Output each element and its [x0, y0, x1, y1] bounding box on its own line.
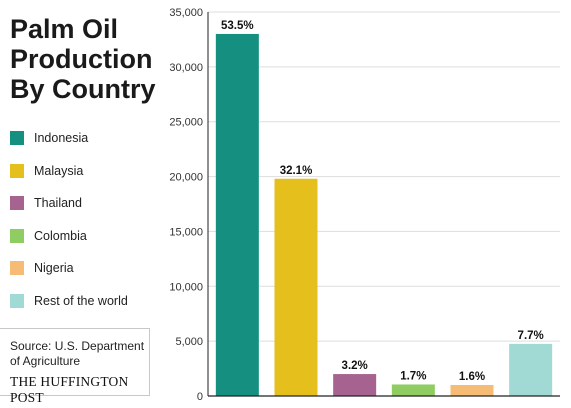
- source-line-2: of Agriculture: [10, 354, 81, 368]
- legend-label: Colombia: [34, 228, 87, 243]
- data-label: 32.1%: [280, 165, 313, 177]
- data-label: 7.7%: [518, 330, 544, 342]
- chart-title: Palm Oil Production By Country: [10, 14, 170, 104]
- bar-colombia: [391, 384, 435, 396]
- title-line-1: Palm Oil: [10, 14, 119, 44]
- legend-swatch: [10, 293, 24, 308]
- bar-indonesia: [215, 33, 259, 396]
- data-label: 1.7%: [400, 370, 426, 382]
- y-tick-label: 0: [197, 391, 203, 403]
- bar-rest-of-the-world: [509, 343, 553, 396]
- legend-label: Rest of the world: [34, 293, 128, 308]
- title-line-2: Production: [10, 44, 153, 74]
- y-tick-label: 30,000: [169, 62, 203, 74]
- y-tick-label: 20,000: [169, 172, 203, 184]
- legend-swatch: [10, 163, 24, 178]
- data-label: 3.2%: [342, 360, 368, 372]
- data-label: 53.5%: [221, 20, 254, 32]
- y-tick-label: 5,000: [175, 336, 203, 348]
- bar-thailand: [333, 374, 377, 396]
- bar-nigeria: [450, 385, 494, 396]
- legend-label: Malaysia: [34, 163, 84, 178]
- source-box: Source: U.S. Department of Agriculture T…: [0, 328, 150, 405]
- bar-malaysia: [274, 178, 318, 396]
- title-line-3: By Country: [10, 74, 156, 104]
- legend-item: Rest of the world: [10, 291, 128, 311]
- legend-label: Thailand: [34, 196, 82, 210]
- y-tick-label: 35,000: [169, 7, 203, 19]
- legend-item: Nigeria: [10, 258, 74, 278]
- legend-swatch: [10, 131, 24, 145]
- legend-item: Malaysia: [10, 161, 83, 181]
- legend-label: Indonesia: [34, 131, 89, 145]
- legend-swatch: [10, 196, 24, 210]
- y-tick-label: 15,000: [169, 226, 203, 238]
- legend-swatch: [10, 261, 24, 275]
- legend-item: Colombia: [10, 226, 87, 246]
- legend-swatch: [10, 228, 24, 243]
- brand-logo: THE HUFFINGTON POST: [10, 374, 129, 405]
- legend-item: Indonesia: [10, 128, 88, 148]
- y-tick-label: 25,000: [169, 117, 203, 129]
- data-label: 1.6%: [459, 371, 485, 383]
- y-tick-label: 10,000: [169, 281, 203, 293]
- legend-label: Nigeria: [34, 261, 74, 275]
- source-line-1: Source: U.S. Department: [10, 339, 145, 353]
- legend-item: Thailand: [10, 193, 82, 213]
